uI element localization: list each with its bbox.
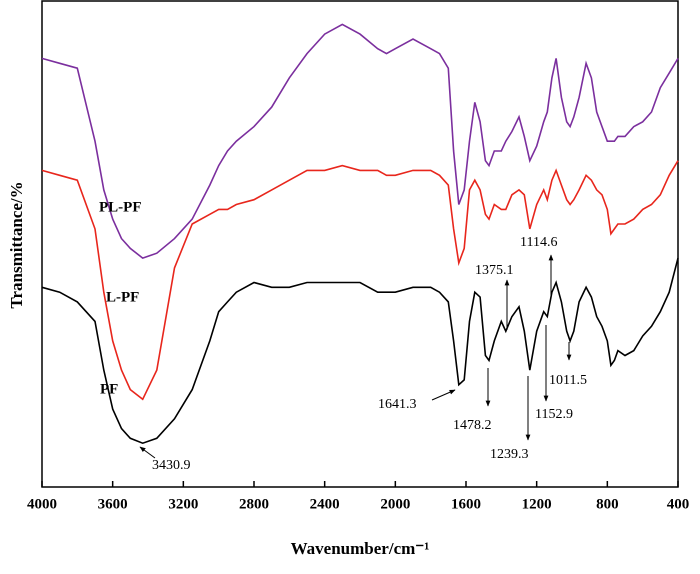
x-tick-label: 2000: [380, 496, 410, 512]
y-axis-label: Transmittance/%: [7, 181, 26, 308]
plot-frame: [41, 0, 679, 488]
x-axis-label: Wavenumber/cm⁻¹: [291, 539, 430, 558]
spectrum-line: [41, 160, 679, 401]
annotation: 1239.3: [490, 447, 529, 462]
annotation: 1641.3: [378, 397, 417, 412]
annotation: 1114.6: [520, 235, 557, 250]
spectrum-line: [41, 257, 679, 445]
series-label: PL-PF: [99, 199, 142, 215]
annotation: 1011.5: [549, 373, 587, 388]
x-tick-label: 1600: [451, 496, 481, 512]
x-tick-label: 2400: [310, 496, 340, 512]
annotation: 1152.9: [535, 407, 573, 422]
x-tick-label: 4000: [27, 496, 57, 512]
annotation: 1478.2: [453, 418, 492, 433]
x-tick-label: 2800: [239, 496, 269, 512]
annotation: 3430.9: [152, 458, 191, 473]
x-tick-label: 400: [667, 496, 690, 512]
x-tick-label: 1200: [522, 496, 552, 512]
x-tick-label: 3600: [98, 496, 128, 512]
x-tick-label: 3200: [168, 496, 198, 512]
series-label: PF: [100, 381, 118, 397]
series-label: L-PF: [106, 289, 139, 305]
annotation: 1375.1: [475, 263, 514, 278]
annotation-arrow: [139, 446, 156, 459]
annotation-arrow: [431, 389, 456, 401]
spectrum-line: [41, 23, 679, 259]
x-tick-label: 800: [596, 496, 619, 512]
